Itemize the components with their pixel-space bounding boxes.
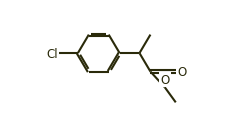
- Text: O: O: [160, 73, 169, 86]
- Text: O: O: [177, 65, 186, 78]
- Text: Cl: Cl: [46, 47, 58, 60]
